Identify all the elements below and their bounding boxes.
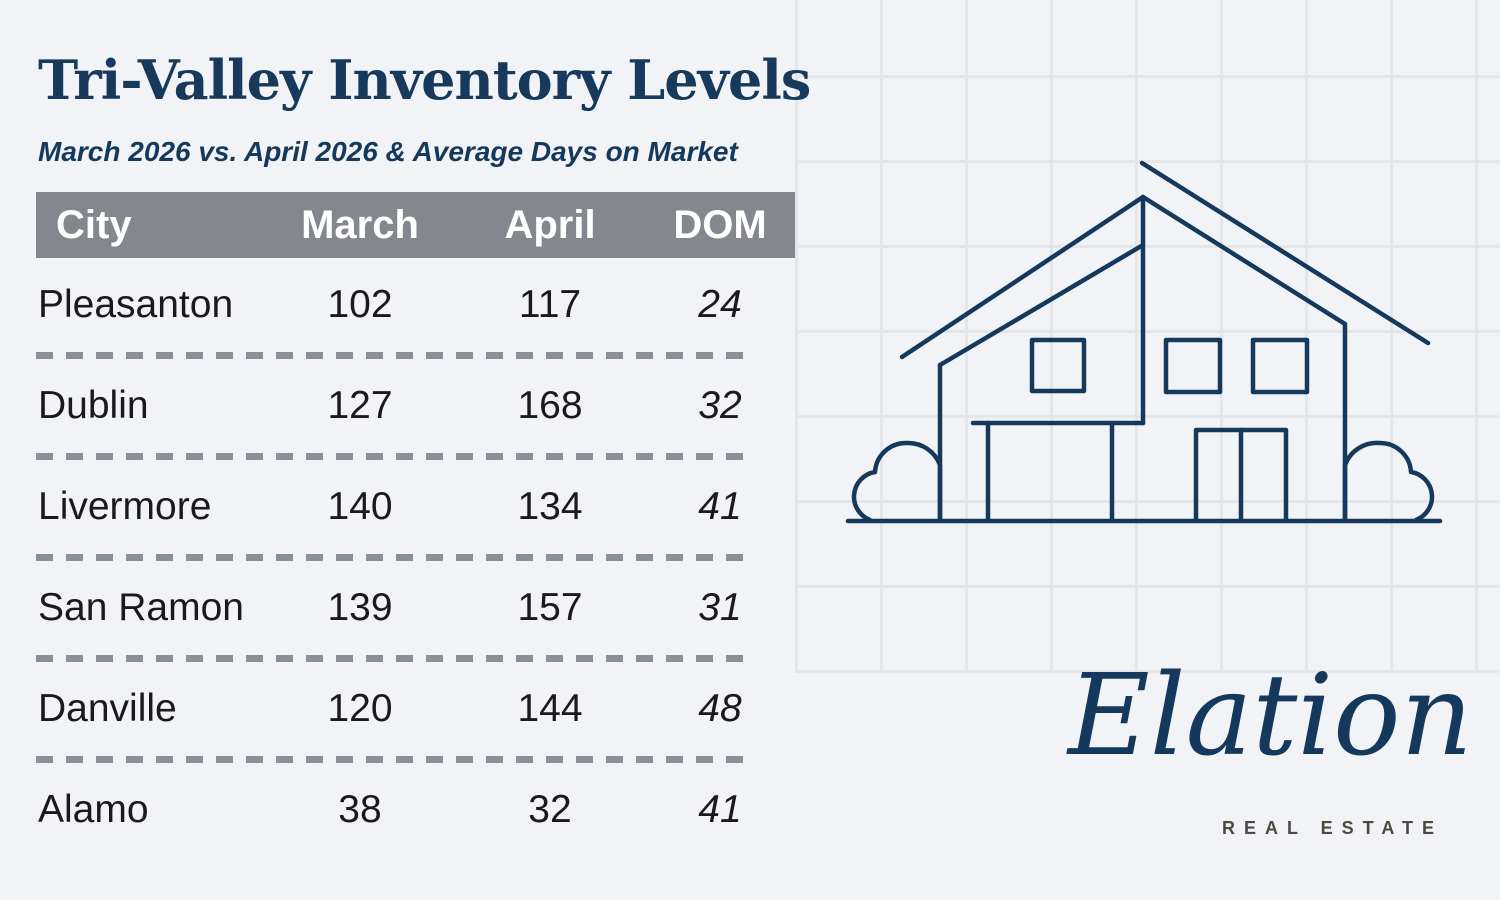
- march-cell: 140: [327, 485, 393, 528]
- march-cell: 38: [338, 788, 382, 831]
- dom-cell: 41: [698, 788, 742, 831]
- roof-upper-right: [1139, 160, 1431, 346]
- row-separator: [36, 655, 750, 662]
- elation-logo-tagline: REAL ESTATE: [1222, 818, 1444, 838]
- column-header-april: April: [504, 202, 596, 247]
- city-cell: Pleasanton: [38, 283, 234, 326]
- april-cell: 168: [517, 384, 583, 427]
- april-cell: 144: [517, 687, 583, 730]
- row-separator: [36, 352, 750, 359]
- column-header-march: March: [301, 202, 419, 247]
- april-cell: 134: [517, 485, 583, 528]
- page-subtitle: March 2026 vs. April 2026 & Average Days…: [38, 136, 738, 167]
- bush-left: [851, 440, 943, 523]
- march-cell: 102: [327, 283, 393, 326]
- dom-cell: 41: [698, 485, 742, 528]
- row-separator: [36, 453, 750, 460]
- row-separator: [36, 554, 750, 561]
- table-row: Alamo 38 32 41: [36, 763, 795, 857]
- table-header-row: City March April DOM: [36, 192, 795, 258]
- april-cell: 32: [528, 788, 572, 831]
- bush-right: [1342, 440, 1435, 523]
- march-cell: 139: [327, 586, 393, 629]
- dom-cell: 24: [698, 283, 742, 326]
- table-row: Pleasanton 102 117 24: [36, 258, 795, 352]
- table-row: Livermore 140 134 41: [36, 460, 795, 554]
- dom-cell: 31: [698, 586, 742, 629]
- inventory-table: City March April DOM Pleasanton 102 117 …: [36, 192, 795, 857]
- column-header-city: City: [56, 202, 132, 247]
- dom-cell: 48: [698, 687, 742, 730]
- table-row: Dublin 127 168 32: [36, 359, 795, 453]
- roof-right: [1140, 194, 1348, 327]
- city-cell: Danville: [38, 687, 177, 730]
- grid-backdrop: [795, 0, 1500, 673]
- march-cell: 120: [327, 687, 393, 730]
- roof-left-outer: [899, 194, 1146, 360]
- april-cell: 157: [517, 586, 583, 629]
- dom-cell: 32: [698, 384, 742, 427]
- house-illustration: [845, 160, 1443, 524]
- page-title: Tri-Valley Inventory Levels: [38, 48, 811, 112]
- row-separator: [36, 756, 750, 763]
- city-cell: Dublin: [38, 384, 149, 427]
- march-cell: 127: [327, 384, 393, 427]
- window-left: [1029, 337, 1087, 394]
- elation-logo-script: Elation: [1068, 651, 1473, 781]
- table-row: Danville 120 144 48: [36, 662, 795, 756]
- city-cell: Alamo: [38, 788, 149, 831]
- roof-left-inner: [937, 242, 1146, 368]
- table-row: San Ramon 139 157 31: [36, 561, 795, 655]
- window-right: [1250, 337, 1310, 395]
- column-header-dom: DOM: [673, 202, 767, 247]
- april-cell: 117: [518, 283, 582, 326]
- city-cell: Livermore: [38, 485, 212, 528]
- city-cell: San Ramon: [38, 586, 244, 629]
- window-center: [1163, 337, 1223, 395]
